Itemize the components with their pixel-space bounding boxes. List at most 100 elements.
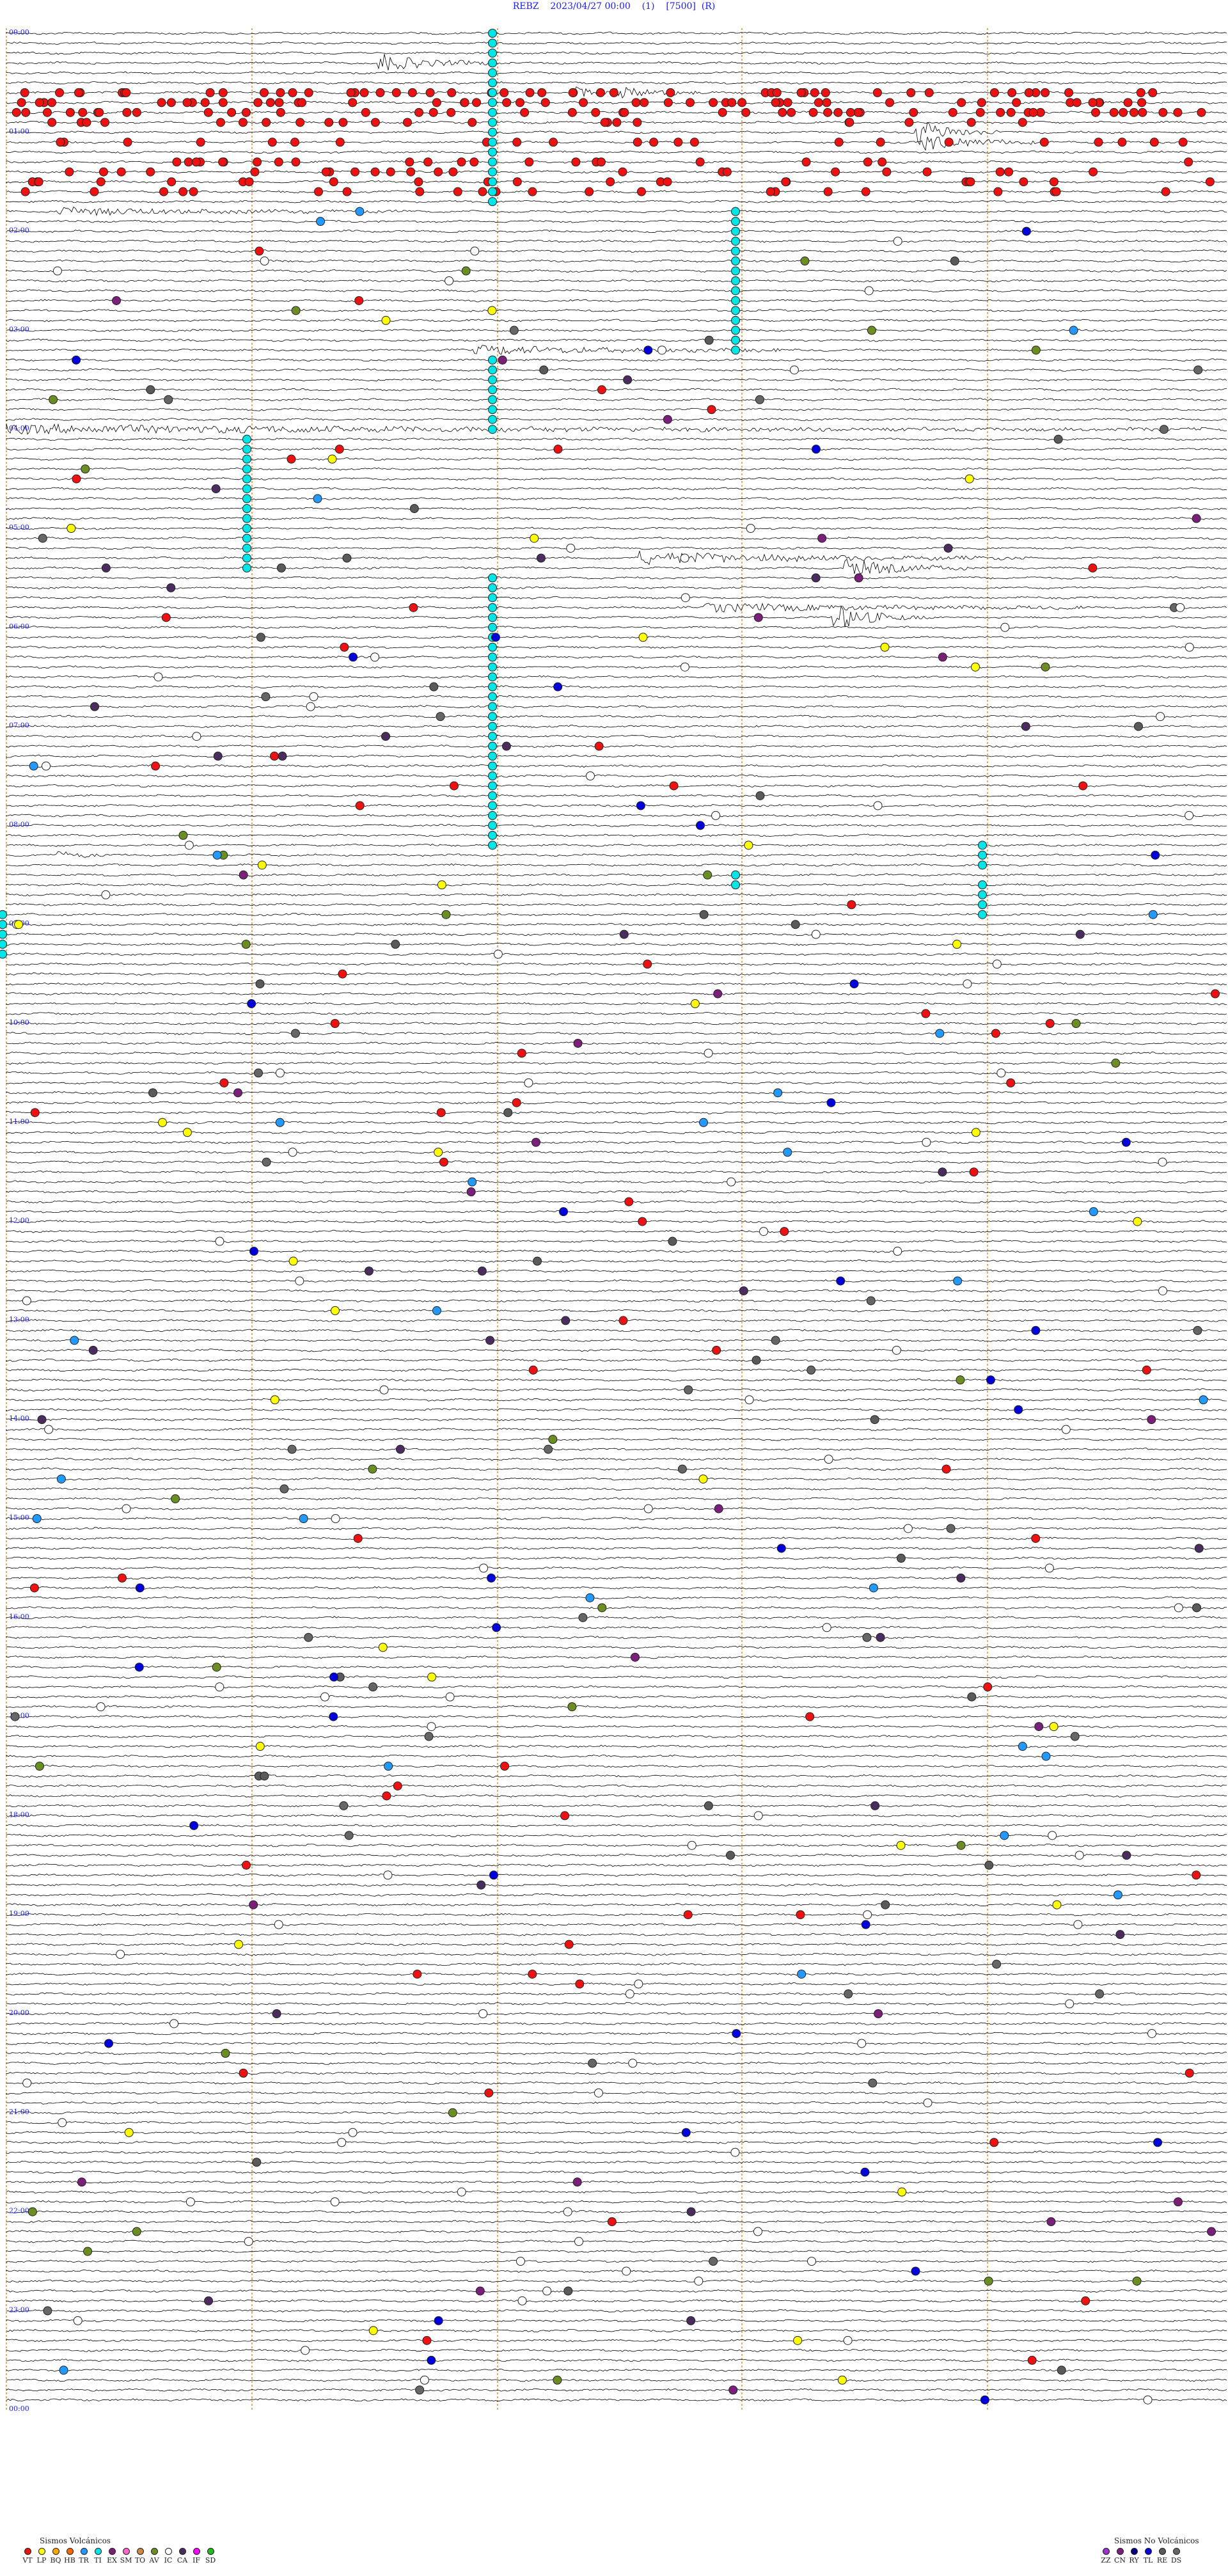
legend-swatch [178, 2548, 186, 2555]
seismic-trace [6, 1715, 1227, 1719]
seismic-trace [6, 893, 1227, 897]
event-marker-ic [169, 2019, 179, 2028]
seismic-trace [6, 546, 1227, 550]
seismic-trace [6, 438, 1227, 441]
event-marker-ds [261, 692, 271, 702]
event-marker-vt [1051, 187, 1061, 196]
event-marker-ds [862, 1632, 872, 1642]
event-marker-ic [1143, 2395, 1153, 2405]
event-marker-ic [753, 2227, 762, 2236]
event-marker-vt [242, 1860, 251, 1870]
event-marker-vt [778, 107, 787, 117]
event-marker-ds [304, 1632, 313, 1642]
event-marker-ex [475, 2286, 485, 2296]
event-marker-re [146, 385, 155, 395]
seismic-trace [6, 2398, 1227, 2402]
event-marker-ti [488, 702, 497, 711]
seismic-trace [6, 843, 1227, 847]
event-marker-lp [257, 860, 267, 870]
event-marker-ti [488, 593, 497, 603]
event-marker-ti [242, 445, 251, 454]
event-marker-ic [1044, 1563, 1054, 1573]
event-marker-re [342, 553, 352, 563]
event-marker-vt [814, 98, 823, 107]
event-marker-ca [213, 752, 223, 761]
seismic-trace [6, 418, 1227, 422]
hour-label: 06:00 [9, 622, 29, 631]
seismic-trace [6, 774, 1227, 778]
seismic-trace [6, 1240, 1227, 1244]
seismic-trace [6, 1259, 1227, 1263]
event-marker-vt [65, 167, 74, 177]
legend-swatch [66, 2548, 74, 2555]
event-marker-vt [673, 138, 683, 147]
event-marker-ic [1074, 1851, 1084, 1860]
event-marker-ti [978, 860, 987, 870]
event-marker-ti [242, 434, 251, 444]
event-marker-vt [267, 138, 277, 147]
legend-code: SD [205, 2556, 216, 2564]
event-marker-ds [946, 1524, 956, 1533]
legend-swatch [94, 2548, 102, 2555]
event-marker-ds [43, 2306, 52, 2316]
event-marker-ic [566, 543, 576, 553]
event-marker-vt [178, 187, 188, 196]
event-marker-ic [184, 841, 194, 850]
event-marker-ic [52, 266, 62, 276]
event-marker-vt [200, 98, 210, 107]
event-marker-tr [29, 761, 38, 771]
event-marker-av [35, 1762, 44, 1771]
event-marker-ti [0, 940, 7, 949]
seismic-trace [6, 1318, 1227, 1322]
seismic-trace [6, 992, 1227, 996]
event-marker-vt [1045, 1019, 1055, 1028]
seismic-trace [6, 81, 1227, 84]
event-marker-ic [379, 1385, 389, 1395]
seismic-trace [6, 200, 1227, 203]
seismic-trace [6, 1873, 1227, 1877]
event-marker-ti [488, 138, 497, 147]
event-marker-ic [1061, 1425, 1071, 1434]
event-marker-vt [695, 157, 705, 167]
event-marker-lp [437, 880, 446, 890]
event-marker-vt [238, 118, 248, 127]
seismic-trace [6, 1141, 1227, 1144]
seismic-trace [6, 170, 1227, 174]
seismic-trace [6, 368, 1227, 372]
event-marker-ex [874, 2009, 883, 2018]
seismic-trace [6, 823, 1227, 827]
seismic-trace [6, 517, 1227, 521]
seismic-trace [6, 249, 1227, 253]
event-marker-ca [811, 573, 821, 583]
seismic-trace [6, 1309, 1227, 1313]
event-marker-ic [457, 2187, 466, 2197]
event-marker-vt [821, 88, 830, 97]
event-marker-ti [242, 474, 251, 484]
seismic-trace [6, 1526, 1227, 1531]
seismic-trace [6, 1497, 1227, 1501]
event-marker-vt [348, 98, 358, 107]
event-marker-vt [741, 107, 751, 117]
seismic-trace [6, 754, 1227, 758]
event-marker-ic [563, 2207, 572, 2216]
seismic-trace [6, 378, 1227, 382]
seismic-trace [6, 1487, 1227, 1491]
event-marker-vt [370, 118, 380, 127]
event-marker-av [1132, 2276, 1142, 2286]
event-marker-ic [1176, 603, 1185, 612]
seismic-trace [6, 1903, 1227, 1907]
event-marker-vt [1178, 138, 1188, 147]
event-marker-ic [154, 672, 163, 682]
seismic-trace [6, 1754, 1227, 1758]
event-marker-vt [415, 187, 425, 196]
event-marker-ic [493, 949, 503, 959]
event-marker-vt [21, 107, 31, 117]
event-marker-ti [488, 801, 497, 810]
seismic-trace [6, 1586, 1227, 1590]
event-marker-tr [783, 1148, 792, 1157]
event-marker-ti [488, 722, 497, 731]
seismic-trace [6, 1725, 1227, 1728]
event-marker-ex [249, 1900, 258, 1909]
event-marker-tl [1151, 850, 1160, 860]
event-marker-ti [488, 38, 497, 48]
